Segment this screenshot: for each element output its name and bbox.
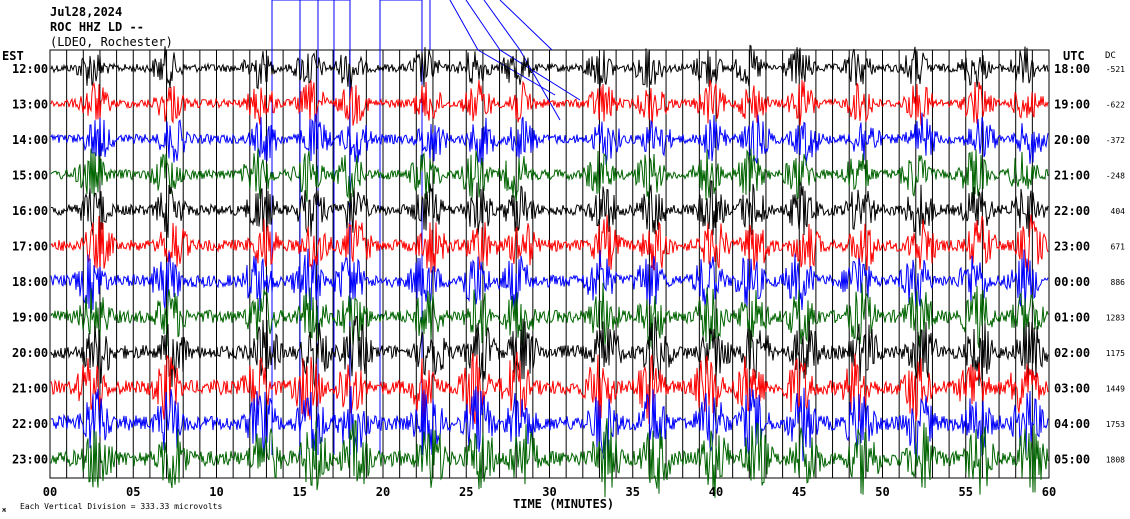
scale-footer: Each Vertical Division = 333.33 microvol… [20,502,222,511]
left-hour-label: 22:00 [12,417,48,431]
left-hour-label: 21:00 [12,382,48,396]
trace-line [50,417,1049,498]
dc-value: 1175 [1106,349,1125,358]
x-tick-label: 25 [459,485,473,499]
left-hour-label: 15:00 [12,169,48,183]
right-hour-label: 20:00 [1054,133,1090,147]
event-marker [499,49,581,101]
footer-icon: ж [2,506,7,514]
event-marker [333,0,351,50]
dc-value: -521 [1106,65,1125,74]
x-axis-label: TIME (MINUTES) [513,497,614,511]
right-hour-label: 03:00 [1054,382,1090,396]
left-timezone: EST [2,49,24,63]
right-hour-label: 23:00 [1054,240,1090,254]
dc-value: -372 [1106,136,1125,145]
left-hour-label: 16:00 [12,204,48,218]
trace-line [50,180,1049,238]
trace-line [50,214,1049,275]
left-hour-label: 13:00 [12,98,48,112]
x-tick-label: 35 [626,485,640,499]
trace-line [50,386,1049,462]
dc-value: 404 [1111,207,1126,216]
event-marker [465,0,501,51]
event-marker [271,0,301,50]
traces [50,44,1049,498]
event-marker [317,0,335,50]
dc-value: 1753 [1106,420,1125,429]
x-tick-labels: 00 05 10 15 20 25 30 35 40 45 50 55 60 [43,485,1056,499]
x-tick-label: 30 [542,485,556,499]
right-hour-label: 04:00 [1054,417,1090,431]
x-tick-label: 45 [792,485,806,499]
x-tick-label: 20 [376,485,390,499]
grid [49,49,1050,479]
event-marker [299,0,319,50]
hour-labels: 12:00 18:00 -521 13:00 19:00 -622 14:00 20:00 -3… [12,62,1125,467]
dc-value: -248 [1106,172,1125,181]
trace-line [50,315,1049,389]
trace-line [50,147,1049,203]
dc-value: 671 [1111,243,1126,252]
x-tick-label: 55 [959,485,973,499]
dc-value: 886 [1111,278,1126,287]
left-hour-label: 14:00 [12,133,48,147]
left-hour-label: 17:00 [12,240,48,254]
dc-value: 1808 [1106,456,1125,465]
right-hour-label: 02:00 [1054,346,1090,360]
right-hour-label: 01:00 [1054,311,1090,325]
dc-value: 1283 [1106,314,1125,323]
event-marker [519,49,561,121]
right-hour-label: 22:00 [1054,204,1090,218]
event-marker [379,0,423,50]
dc-value: -622 [1106,101,1125,110]
x-tick-label: 15 [293,485,307,499]
x-tick-label: 05 [126,485,140,499]
event-marker [449,0,479,51]
x-tick-label: 10 [209,485,223,499]
header-station: ROC HHZ LD -- [50,20,144,34]
left-hour-label: 18:00 [12,275,48,289]
left-hour-label: 12:00 [12,62,48,76]
left-hour-label: 20:00 [12,346,48,360]
header-network: (LDEO, Rochester) [50,35,173,49]
dc-header: DC [1105,51,1116,61]
left-hour-label: 19:00 [12,311,48,325]
right-hour-label: 05:00 [1054,453,1090,467]
trace-line [50,351,1049,424]
trace-line [50,44,1049,90]
right-hour-label: 19:00 [1054,98,1090,112]
x-tick-label: 60 [1042,485,1056,499]
trace-line [50,79,1049,128]
x-tick-label: 50 [875,485,889,499]
trace-line [50,112,1049,166]
right-hour-label: 18:00 [1054,62,1090,76]
right-hour-label: 21:00 [1054,169,1090,183]
event-marker [483,0,521,51]
x-tick-label: 00 [43,485,57,499]
trace-line [50,282,1049,350]
x-tick-label: 40 [709,485,723,499]
dc-value: 1449 [1106,385,1125,394]
header-date: Jul28,2024 [50,5,122,19]
event-marker [499,0,553,51]
right-timezone: UTC [1063,49,1085,63]
trace-line [50,248,1049,314]
left-hour-label: 23:00 [12,453,48,467]
right-hour-label: 00:00 [1054,275,1090,289]
